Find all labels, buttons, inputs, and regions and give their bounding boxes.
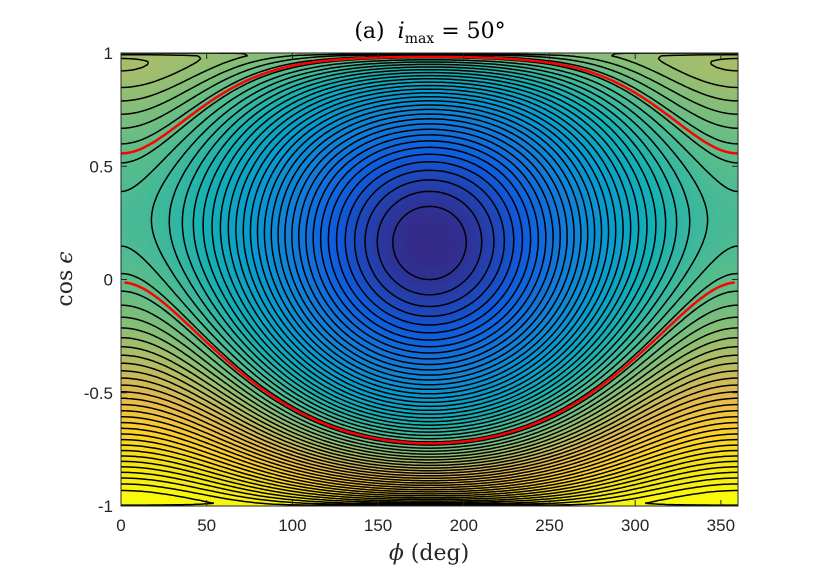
contour-line [121,397,738,480]
separatrix-lines [121,55,738,445]
chart-title: (a) imax = 50° [354,19,505,47]
x-tick-label: 50 [197,516,216,535]
contour-line [121,471,738,505]
separatrix-line [121,55,738,445]
contour-line [121,55,738,446]
contour-line [202,71,657,423]
contour-line [121,489,738,506]
contour-line [291,118,568,371]
contour-line [353,169,506,318]
contour-line [121,460,738,502]
contour-line [121,455,738,501]
x-tick-label: 250 [535,516,563,535]
contour-line [181,66,678,430]
contour-line [227,81,632,412]
contour-line [121,466,738,504]
y-tick-label: 0.5 [89,157,113,176]
contour-line [121,54,738,449]
contour-line [327,146,532,341]
y-axis-title: cosϵ [53,251,78,306]
contour-line [121,53,738,452]
contour-line [344,161,515,326]
contour-line [211,74,648,419]
contour-line [121,362,738,467]
contour-line [364,179,495,308]
contour-line [270,104,589,386]
contour-line [121,433,738,493]
contour-line [121,53,738,458]
contour-line [121,444,738,497]
contour-line [121,403,738,482]
x-tick-label: 200 [450,516,478,535]
contour-line [256,96,603,395]
x-tick-label: 0 [116,516,125,535]
contour-line [121,477,738,506]
x-axis: 0 50 100 150 200 250 300 350 [116,53,735,535]
contour-line [263,100,596,391]
contour-line [121,384,738,475]
contour-line [168,63,691,433]
x-tick-label: 150 [364,516,392,535]
contour-line [121,421,738,489]
y-tick-label: 1 [104,44,113,63]
contour-line [305,128,554,360]
contour-line [192,68,667,426]
contour-line [298,123,561,366]
contour-line [121,354,738,464]
contour-line [242,88,617,404]
contour-line [121,377,738,472]
y-tick-label: -0.5 [84,384,113,403]
contour-lines [121,53,738,506]
contour-line [335,153,524,334]
contour-line [121,57,738,443]
contour-line [121,415,738,487]
contour-line [150,61,709,437]
y-tick-label: -1 [98,497,113,516]
contour-line [121,409,738,484]
contour-line [121,427,738,491]
contour-line [235,84,624,408]
plot-area [121,53,738,506]
contour-line [277,108,582,381]
contour-line [312,134,547,354]
contour-line [284,113,575,376]
contour-line [319,140,540,348]
contour-line [121,438,738,495]
contour-line [121,57,738,461]
contour-line [121,391,738,477]
y-axis: -1 -0.5 0 0.5 1 [84,44,738,516]
y-tick-label: 0 [104,271,113,290]
x-tick-label: 350 [707,516,735,535]
contour-line [219,78,640,415]
x-tick-label: 300 [621,516,649,535]
contour-line [121,59,738,440]
contour-line [121,370,738,469]
x-axis-title: ϕ (deg) [389,541,469,566]
contour-line [121,449,738,499]
x-tick-label: 100 [278,516,306,535]
contour-line [392,205,467,281]
contour-line [376,190,483,296]
contour-line [249,92,610,399]
